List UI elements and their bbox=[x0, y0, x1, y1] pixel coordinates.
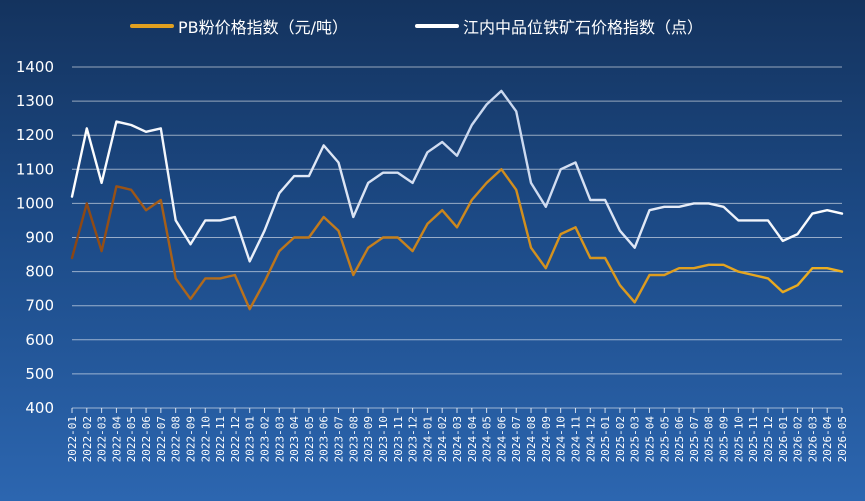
x-tick-label: 2025-08 bbox=[703, 416, 716, 462]
legend-item-pb: PB粉价格指数（元/吨） bbox=[130, 14, 348, 38]
legend-item-jiangnei: 江内中品位铁矿石价格指数（点） bbox=[415, 14, 703, 38]
x-tick-label: 2022-01 bbox=[66, 416, 79, 462]
x-tick-label: 2023-05 bbox=[303, 416, 316, 462]
x-tick-label: 2024-08 bbox=[525, 416, 538, 462]
x-tick-label: 2023-09 bbox=[362, 416, 375, 462]
x-tick-label: 2024-04 bbox=[466, 416, 479, 463]
x-tick-label: 2024-03 bbox=[451, 416, 464, 462]
x-tick-label: 2023-02 bbox=[259, 416, 272, 462]
x-tick-label: 2022-07 bbox=[155, 416, 168, 462]
x-tick-label: 2023-08 bbox=[347, 416, 360, 462]
x-tick-label: 2024-09 bbox=[540, 416, 553, 462]
x-tick-label: 2026-04 bbox=[821, 416, 834, 463]
x-tick-label: 2024-01 bbox=[421, 416, 434, 462]
series-lines bbox=[70, 89, 844, 311]
x-tick-label: 2022-06 bbox=[140, 416, 153, 462]
legend-swatch-pb bbox=[130, 24, 174, 28]
x-tick-label: 2024-11 bbox=[569, 416, 582, 462]
x-tick-label: 2022-11 bbox=[214, 416, 227, 462]
x-tick-label: 2022-09 bbox=[184, 416, 197, 462]
x-tick-label: 2023-06 bbox=[318, 416, 331, 462]
x-tick-label: 2025-09 bbox=[718, 416, 731, 462]
x-tick-label: 2026-03 bbox=[806, 416, 819, 462]
y-tick-label: 1000 bbox=[16, 194, 54, 212]
legend-swatch-jiangnei bbox=[415, 24, 459, 28]
x-tick-label: 2025-06 bbox=[673, 416, 686, 462]
x-tick-label: 2024-06 bbox=[495, 416, 508, 462]
y-tick-label: 1100 bbox=[16, 160, 54, 178]
x-tick-label: 2025-03 bbox=[629, 416, 642, 462]
x-tick-label: 2024-02 bbox=[436, 416, 449, 462]
y-tick-label: 1200 bbox=[16, 126, 54, 144]
x-tick-label: 2023-12 bbox=[407, 416, 420, 462]
x-tick-label: 2023-03 bbox=[273, 416, 286, 462]
y-tick-label: 700 bbox=[25, 297, 54, 315]
y-tick-label: 500 bbox=[25, 365, 54, 383]
x-tick-label: 2022-03 bbox=[96, 416, 109, 462]
legend: PB粉价格指数（元/吨） 江内中品位铁矿石价格指数（点） bbox=[0, 14, 865, 42]
x-tick-label: 2023-11 bbox=[392, 416, 405, 462]
x-tick-label: 2022-02 bbox=[81, 416, 94, 462]
x-tick-label: 2022-04 bbox=[110, 416, 123, 463]
x-tick-label: 2025-07 bbox=[688, 416, 701, 462]
series-line-pb bbox=[70, 168, 844, 311]
y-tick-label: 900 bbox=[25, 229, 54, 247]
x-tick-label: 2025-04 bbox=[644, 416, 657, 463]
x-tick-label: 2025-02 bbox=[614, 416, 627, 462]
x-tick-label: 2025-10 bbox=[732, 416, 745, 462]
x-tick-label: 2024-10 bbox=[555, 416, 568, 462]
x-tick-label: 2022-05 bbox=[125, 416, 138, 462]
y-tick-label: 400 bbox=[25, 399, 54, 417]
series-line-jiangnei bbox=[70, 89, 844, 263]
y-tick-label: 600 bbox=[25, 331, 54, 349]
x-tick-label: 2024-12 bbox=[584, 416, 597, 462]
x-tick-label: 2026-01 bbox=[777, 416, 790, 462]
x-tick-label: 2026-02 bbox=[792, 416, 805, 462]
x-tick-label: 2026-05 bbox=[836, 416, 849, 462]
x-tick-label: 2025-12 bbox=[762, 416, 775, 462]
x-tick-label: 2022-10 bbox=[199, 416, 212, 462]
y-tick-label: 1400 bbox=[16, 58, 54, 76]
x-tick-label: 2025-11 bbox=[747, 416, 760, 462]
x-tick-label: 2022-12 bbox=[229, 416, 242, 462]
x-tick-label: 2024-07 bbox=[510, 416, 523, 462]
legend-label-jiangnei: 江内中品位铁矿石价格指数（点） bbox=[463, 18, 704, 37]
y-tick-label: 800 bbox=[25, 263, 54, 281]
x-tick-label: 2023-10 bbox=[377, 416, 390, 462]
x-tick-label: 2022-08 bbox=[170, 416, 183, 462]
x-tick-label: 2023-07 bbox=[333, 416, 346, 462]
x-tick-label: 2023-01 bbox=[244, 416, 257, 462]
x-tick-label: 2023-04 bbox=[288, 416, 301, 463]
y-axis: 400 500 600 700 800 900 1000 1100 1200 1300 1400 bbox=[16, 58, 54, 417]
x-tick-label: 2025-05 bbox=[658, 416, 671, 462]
y-tick-label: 1300 bbox=[16, 92, 54, 110]
x-tick-label: 2025-01 bbox=[599, 416, 612, 462]
legend-label-pb: PB粉价格指数（元/吨） bbox=[178, 18, 349, 37]
x-axis: 2022-01 2022-02 2022-03 2022-04 2022-05 2022-… bbox=[66, 408, 849, 462]
x-tick-label: 2024-05 bbox=[481, 416, 494, 462]
